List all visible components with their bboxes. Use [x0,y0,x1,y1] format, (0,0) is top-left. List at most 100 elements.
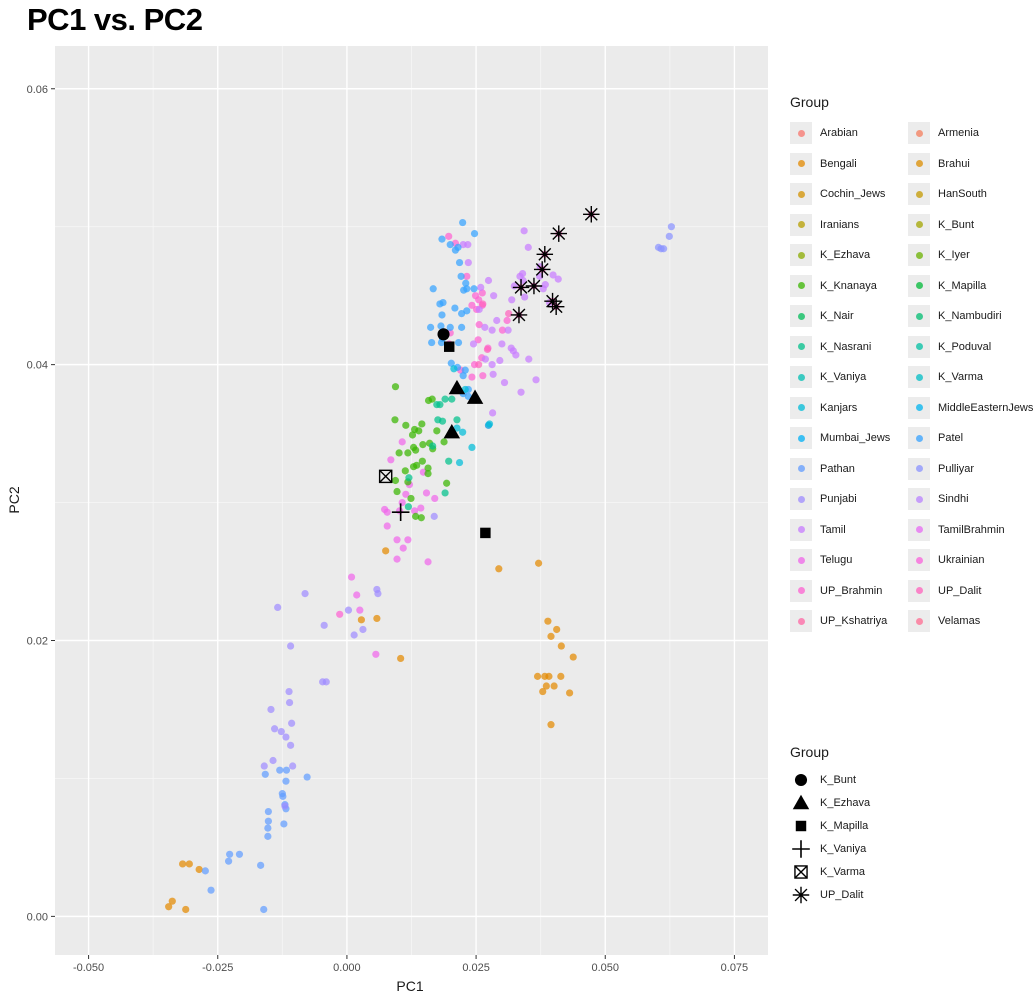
x-axis-label: PC1 [396,978,423,994]
data-point [453,416,461,424]
data-point [404,449,412,457]
data-point [195,865,203,874]
data-point [463,307,471,315]
legend-label: Tamil [820,523,846,536]
data-point [455,258,464,267]
legend-item: UP_Kshatriya [790,606,908,637]
data-point [474,336,482,344]
legend-key [790,518,812,541]
data-point [483,345,492,354]
data-point [428,338,436,347]
y-tick-label: 0.02 [27,636,48,648]
data-point [542,682,550,690]
data-point [457,272,465,280]
highlight-point-up-dalit [510,306,528,324]
data-point [438,311,446,319]
data-point [404,536,412,544]
data-point [405,474,413,482]
legend-key [790,274,812,297]
data-point [347,573,356,581]
highlight-point-k-varma [378,469,393,484]
legend-dot-icon [915,587,923,595]
legend-shape-mark [792,886,810,903]
data-point [459,218,467,227]
data-point [287,741,295,749]
legend-dot-icon [797,251,805,259]
data-point [533,672,542,680]
data-point [463,285,471,293]
highlight-point-k-varma-mark [379,469,393,483]
x-axis-ticks: -0.050 -0.025 0.000 0.025 0.050 0.075 [73,955,748,974]
legend-label: K_Bunt [938,218,975,231]
legend-key [790,366,812,389]
data-point [488,326,496,334]
data-point [402,490,410,498]
data-point [445,457,453,465]
data-point [418,420,426,428]
data-point [396,507,404,515]
legend-item: K_Nambudiri [908,301,1033,332]
data-point [185,860,193,868]
legend-label: K_Knanaya [820,279,877,292]
legend-shape [792,839,810,858]
legend-dot-icon [797,495,805,503]
legend-dot-icon [797,190,805,198]
legend-item: K_Poduval [908,332,1033,363]
data-point [468,373,476,381]
data-point [441,489,449,497]
data-point [665,232,673,240]
legend-item: UP_Brahmin [790,576,908,607]
data-point [470,285,478,293]
data-point [285,698,294,707]
legend-dot-icon [915,312,923,320]
highlight-point-up-dalit-mark [536,246,554,263]
shape-legend-item: K_Ezhava [790,791,870,814]
legend-item: Bengali [790,149,908,180]
data-point [235,850,244,858]
data-point [489,409,497,417]
data-point [479,300,487,308]
legend-item: K_Mapilla [908,271,1033,302]
x-tick-label: 0.075 [721,962,749,974]
shape-legend-title: Group [790,744,829,760]
data-point [226,850,234,858]
legend-label: Bengali [820,157,857,170]
highlight-point-up-dalit-mark [512,279,530,296]
highlight-point-k-ezhava-mark [443,423,461,439]
legend-item: Sindhi [908,484,1033,515]
legend-dot-icon [915,282,923,290]
legend-key [908,152,930,175]
legend-dot-icon [915,556,923,564]
data-point [289,762,297,770]
shape-legend-label: UP_Dalit [820,888,864,901]
data-points [165,218,675,914]
legend-key [790,244,812,267]
highlight-point-k-varma-box [378,469,393,484]
highlight-point-up-dalit [525,277,543,295]
data-point [520,227,528,235]
highlight-point-up-dalit [547,298,565,315]
square-icon [795,820,807,831]
highlight-point-k-bunt-mark [437,328,450,341]
data-point [475,361,483,369]
data-point [270,725,279,733]
legend-dot-icon [797,404,805,412]
data-point [417,514,425,522]
data-point [557,642,565,650]
legend-dot-icon [797,617,805,625]
asterisk-icon [792,886,810,903]
data-point [281,802,289,810]
legend-item: HanSouth [908,179,1033,210]
data-point [179,860,187,868]
chart-title: PC1 vs. PC2 [27,2,203,37]
legend-label: K_Nambudiri [938,310,1002,323]
data-point [549,271,557,279]
data-point [356,606,364,614]
legend-key [790,183,812,206]
data-point [282,777,290,785]
legend-label: TamilBrahmin [938,523,1005,536]
data-point [488,361,496,369]
legend-key [908,213,930,236]
highlight-point-up-dalit-mark [544,292,561,310]
legend-dot-icon [797,221,805,229]
